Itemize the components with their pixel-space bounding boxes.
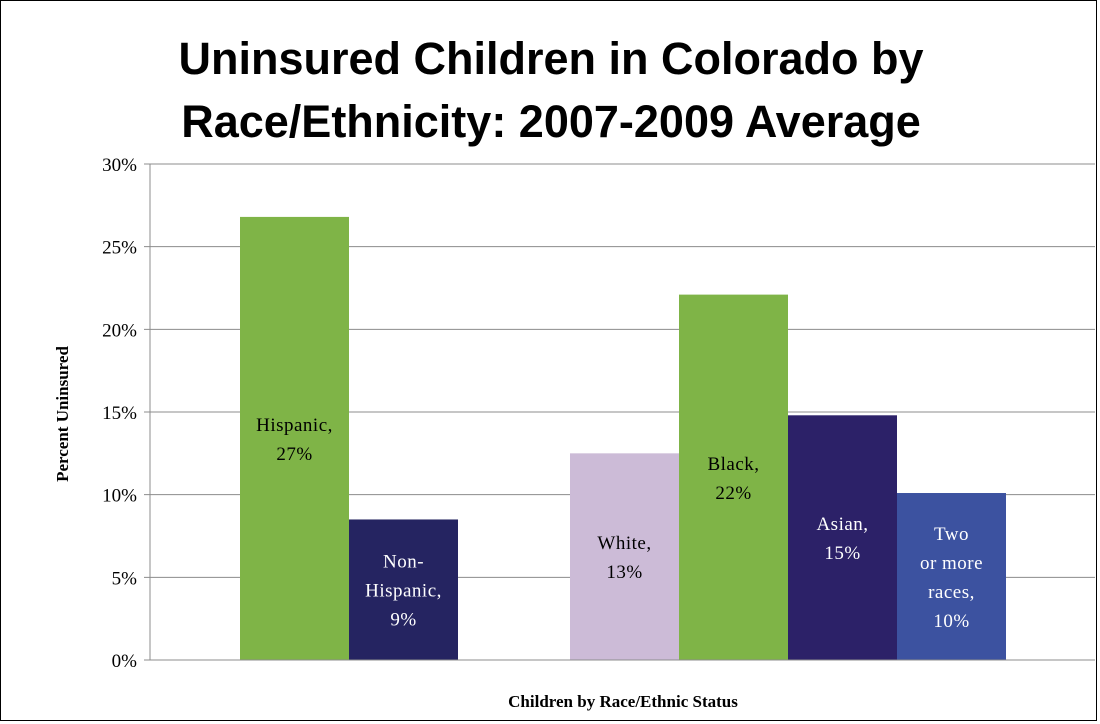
data-label: Two or more races, 10% bbox=[920, 524, 983, 632]
y-tick-label: 25% bbox=[102, 238, 137, 259]
data-label: Hispanic, 27% bbox=[256, 415, 333, 465]
data-label: Black, 22% bbox=[707, 454, 759, 504]
axes bbox=[144, 164, 1095, 661]
x-axis-label: Children by Race/Ethnic Status bbox=[508, 692, 738, 711]
bar-black bbox=[679, 294, 788, 660]
y-axis-ticks: 0% 5% 10% 15% 20% 25% 30% bbox=[102, 155, 137, 672]
data-label: White, 13% bbox=[597, 533, 651, 583]
chart-title: Uninsured Children in Colorado by Race/E… bbox=[1, 27, 1100, 153]
y-tick-label: 10% bbox=[102, 486, 137, 507]
bars bbox=[240, 216, 1006, 660]
chart-title-line-1: Uninsured Children in Colorado by bbox=[178, 33, 924, 84]
bar-hispanic bbox=[240, 216, 349, 660]
y-tick-label: 15% bbox=[102, 403, 137, 424]
bar-white bbox=[570, 453, 679, 660]
y-tick-label: 5% bbox=[112, 568, 138, 589]
data-labels: Hispanic, 27% Non-Hispanic, 9% White, 13% Blac… bbox=[256, 415, 983, 632]
bar-asian bbox=[788, 415, 897, 660]
chart-title-line-2: Race/Ethnicity: 2007-2009 Average bbox=[181, 96, 921, 147]
y-tick-label: 0% bbox=[112, 651, 138, 672]
y-tick-label: 20% bbox=[102, 320, 137, 341]
y-tick-label: 30% bbox=[102, 155, 137, 176]
data-label: Non-Hispanic, 9% bbox=[365, 552, 442, 631]
y-axis-label: Percent Uninsured bbox=[53, 346, 72, 482]
data-label: Asian, 15% bbox=[816, 514, 868, 564]
bar-non-hispanic bbox=[349, 519, 458, 660]
bar-two-or-more-races bbox=[897, 493, 1006, 660]
